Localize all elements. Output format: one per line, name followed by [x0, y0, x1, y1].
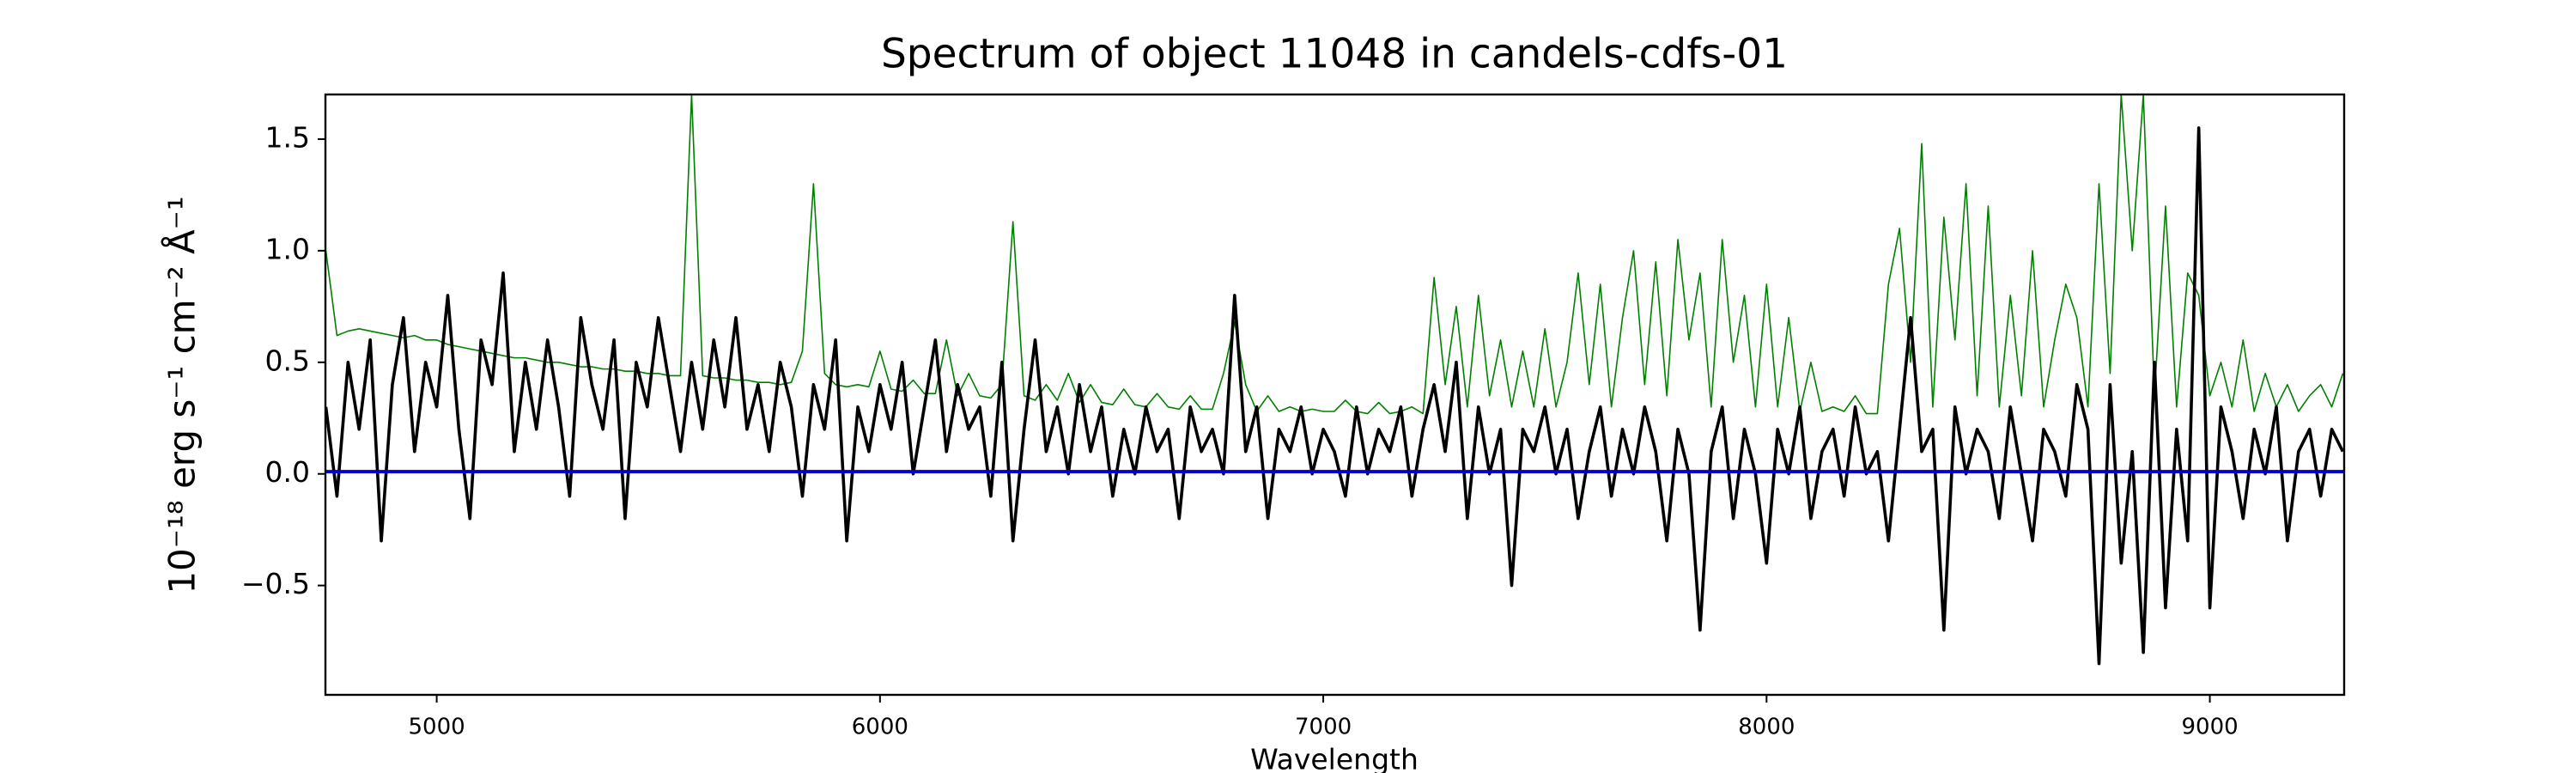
y-tick-label: 0.0: [265, 455, 310, 489]
y-tick-label: 0.5: [265, 344, 310, 377]
x-tick-label: 6000: [852, 715, 908, 740]
x-tick-label: 5000: [408, 715, 465, 740]
plot-frame: [324, 93, 2346, 697]
x-tick-label: 7000: [1295, 715, 1352, 740]
y-tick-label: 1.0: [265, 232, 310, 265]
y-tick-label: 1.5: [265, 120, 310, 154]
spectrum-line: [325, 126, 2344, 666]
y-tick-label: −0.5: [241, 567, 310, 600]
x-tick-label: 8000: [1738, 715, 1795, 740]
x-tick-label: 9000: [2181, 715, 2238, 740]
x-axis-label: Wavelength: [1250, 743, 1419, 773]
chart-title: Spectrum of object 11048 in candels-cdfs…: [881, 31, 1788, 78]
plot-area: [325, 94, 2344, 666]
y-axis-label: 10⁻¹⁸ erg s⁻¹ cm⁻² Å⁻¹: [161, 196, 204, 593]
spectrum-line: [325, 94, 2344, 415]
